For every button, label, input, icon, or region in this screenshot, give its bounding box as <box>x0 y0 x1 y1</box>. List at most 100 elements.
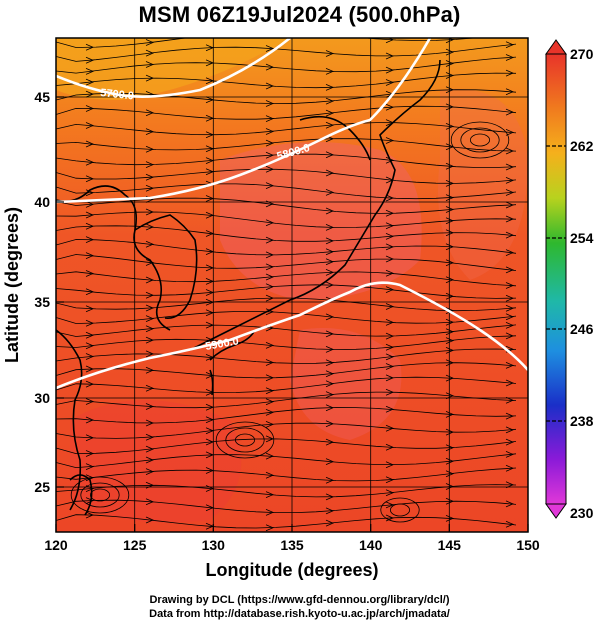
streamline-arrow <box>445 259 455 267</box>
colorbar-label: 238 <box>570 413 594 429</box>
streamline-arrow <box>505 163 515 171</box>
streamline-arrow <box>145 325 155 333</box>
streamline-arrow <box>85 288 95 296</box>
streamline-arrow <box>505 379 515 387</box>
streamline-arrow <box>445 444 455 452</box>
streamline-arrow <box>385 374 395 382</box>
streamline-arrow <box>265 45 275 52</box>
colorbar-bar <box>545 53 567 505</box>
y-tick-label: 40 <box>34 194 50 210</box>
streamline-arrow <box>505 282 515 289</box>
streamline-arrow <box>445 359 455 367</box>
streamline-arrow <box>325 391 335 398</box>
streamline-arrow <box>445 470 455 478</box>
streamline-arrow <box>85 105 95 112</box>
streamline-arrow <box>85 43 95 51</box>
x-tick-label: 135 <box>280 537 304 553</box>
streamline-arrow <box>325 121 335 129</box>
streamline-arrow <box>265 374 275 382</box>
streamline-arrow <box>145 304 155 312</box>
streamline-arrow <box>385 156 395 164</box>
streamline <box>56 348 517 364</box>
streamline-arrow <box>445 347 455 354</box>
footer-credit-data: Data from http://database.rish.kyoto-u.a… <box>149 608 450 620</box>
streamline-arrow <box>265 294 275 302</box>
streamline-arrow <box>445 243 455 251</box>
streamline-arrow <box>265 509 275 516</box>
streamline-arrow <box>505 520 515 528</box>
streamline <box>56 211 517 228</box>
streamline-arrow <box>325 493 335 501</box>
streamline-arrow <box>325 346 335 353</box>
streamline-arrow <box>385 38 395 44</box>
streamline-arrow <box>445 162 455 170</box>
streamline-arrow <box>265 251 275 259</box>
streamline-arrow <box>385 489 395 497</box>
streamline-arrow <box>325 258 335 266</box>
streamline-arrow <box>505 426 515 434</box>
streamline-arrow <box>445 217 455 225</box>
streamline-arrow <box>505 147 515 155</box>
streamline-arrow <box>385 501 395 509</box>
streamline-arrow <box>325 84 335 91</box>
x-tick-label: 130 <box>202 537 226 553</box>
circulation-swirl <box>380 497 420 523</box>
streamline-arrow <box>385 194 395 202</box>
streamline-arrow <box>85 434 95 442</box>
streamline-arrow <box>85 56 95 64</box>
streamline-arrow <box>145 384 155 392</box>
streamline-arrow <box>265 342 275 349</box>
streamline-arrow <box>85 90 95 98</box>
streamline-arrow <box>385 103 395 111</box>
streamline-arrow <box>325 404 335 412</box>
streamline-arrow <box>445 483 455 490</box>
streamline-arrow <box>385 286 395 293</box>
streamline-arrow <box>85 158 95 166</box>
streamline-arrow <box>505 201 515 209</box>
footer-credit-dcl: Drawing by DCL (https://www.gfd-dennou.o… <box>149 594 450 606</box>
streamline-arrow <box>385 476 395 484</box>
x-tick-labels: 120 125 130 135 140 145 150 <box>44 537 540 553</box>
y-tick-label: 35 <box>34 294 50 310</box>
streamline-arrow <box>265 100 275 107</box>
streamline-arrow <box>505 129 515 136</box>
streamline-arrow <box>265 273 275 281</box>
streamline-arrow <box>145 208 155 216</box>
streamline-arrow <box>265 139 275 147</box>
streamline-arrow <box>85 68 95 75</box>
streamline-arrow <box>445 194 455 201</box>
streamline-arrow <box>85 497 95 504</box>
streamline-arrow <box>445 276 455 284</box>
streamline-arrow <box>145 516 155 524</box>
streamline-arrow <box>265 359 275 366</box>
streamline-arrow <box>385 363 395 370</box>
streamline-arrow <box>506 31 513 37</box>
streamline <box>56 72 517 89</box>
streamline-arrow <box>385 222 395 230</box>
streamline <box>56 271 517 287</box>
streamline-arrow <box>325 237 335 245</box>
streamline-arrow <box>265 115 275 122</box>
streamline-arrow <box>265 471 275 479</box>
circulation-swirl <box>450 121 510 159</box>
colorbar-lower-arrow <box>545 503 567 519</box>
streamline-arrow <box>505 189 515 196</box>
streamline <box>56 310 517 324</box>
streamline-arrow <box>385 343 395 351</box>
streamline-arrow <box>85 511 95 519</box>
streamline-arrow <box>325 169 335 177</box>
streamline-arrow <box>505 313 515 321</box>
streamline-arrow <box>325 248 335 256</box>
streamline <box>56 38 478 48</box>
streamline-arrow <box>85 463 95 470</box>
streamline <box>56 89 517 105</box>
streamline-arrow <box>385 461 395 469</box>
streamline-arrow <box>145 109 155 117</box>
x-tick-label: 140 <box>359 537 383 553</box>
y-axis-label: Latitude (degrees) <box>2 207 22 363</box>
streamline-arrow <box>505 362 515 369</box>
streamline <box>56 138 517 152</box>
streamline <box>56 168 517 184</box>
wind-streamlines <box>56 31 517 532</box>
streamline-arrow <box>385 243 395 251</box>
